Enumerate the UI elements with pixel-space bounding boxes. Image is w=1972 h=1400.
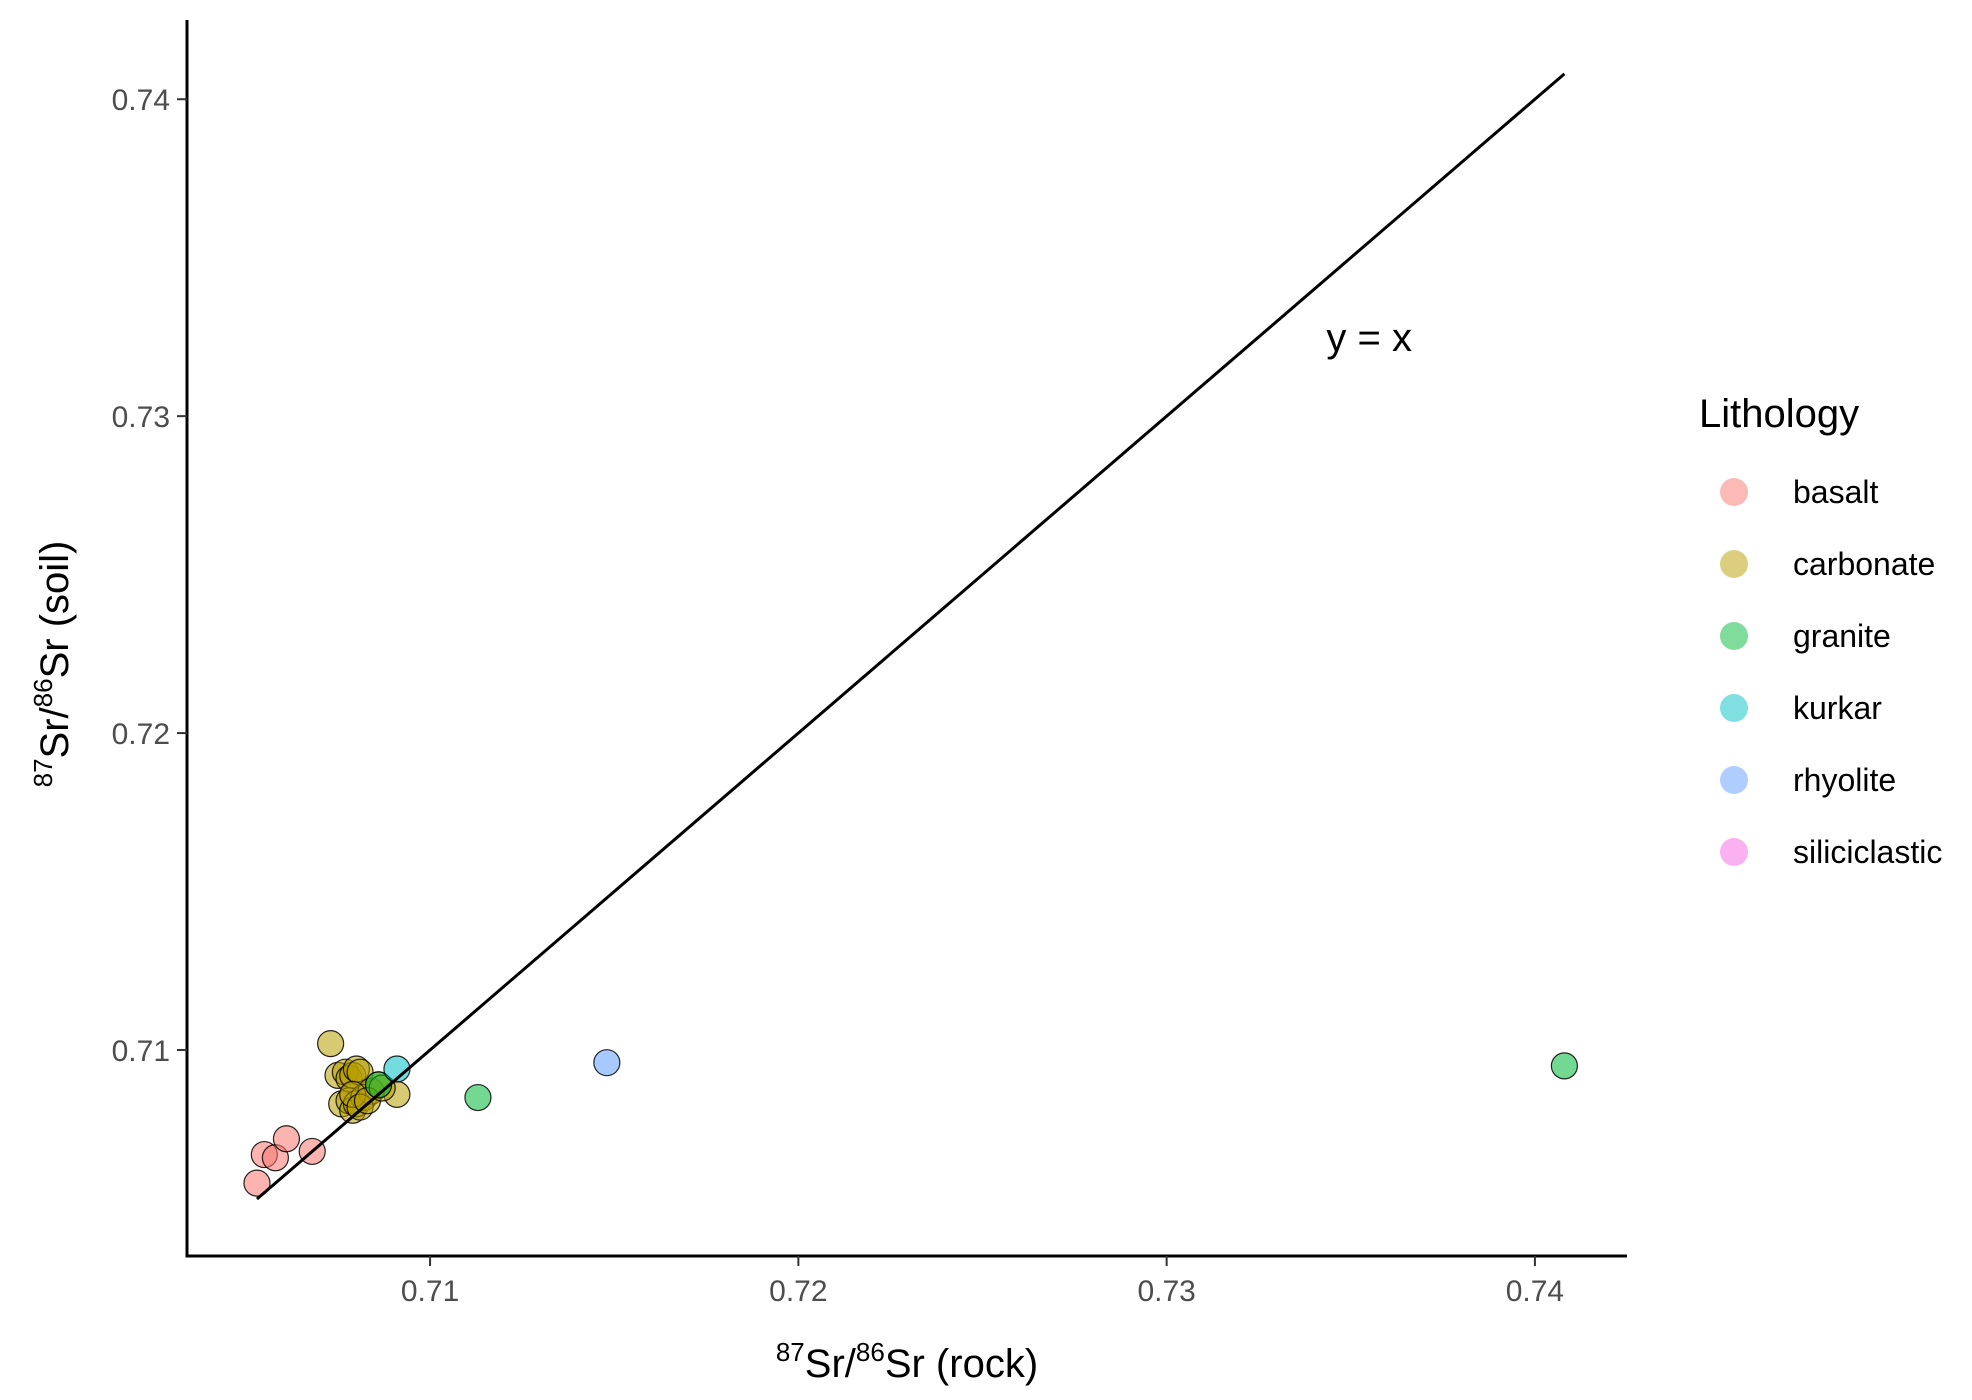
legend-key-rhyolite xyxy=(1720,766,1748,794)
legend-key-kurkar xyxy=(1720,694,1748,722)
point-basalt xyxy=(272,1125,301,1153)
legend-label-granite: granite xyxy=(1793,618,1891,654)
point-carbonate xyxy=(317,1030,345,1058)
x-axis-ticks: 0.71 0.72 0.73 0.74 xyxy=(401,1256,1564,1308)
x-tick-label: 0.74 xyxy=(1506,1275,1564,1308)
point-rhyolite xyxy=(593,1049,621,1077)
legend-label-kurkar: kurkar xyxy=(1793,690,1882,726)
point-granite xyxy=(1550,1052,1578,1080)
legend-key-basalt xyxy=(1720,478,1748,506)
x-axis-title: 87Sr/86Sr (rock) xyxy=(776,1337,1038,1386)
y-tick-label: 0.72 xyxy=(112,718,170,751)
x-tick-label: 0.72 xyxy=(769,1275,827,1308)
legend-label-siliciclastic: siliciclastic xyxy=(1793,834,1942,870)
y-axis-title: 87Sr/86Sr (soil) xyxy=(28,541,77,788)
y-tick-label: 0.74 xyxy=(112,84,170,117)
point-granite xyxy=(464,1083,492,1112)
identity-line-label: y = x xyxy=(1326,316,1412,360)
y-tick-label: 0.73 xyxy=(112,401,170,434)
y-axis-ticks: 0.71 0.72 0.73 0.74 xyxy=(112,84,187,1068)
y-tick-label: 0.71 xyxy=(112,1035,170,1068)
legend-items: basalt carbonate granite kurkar rhyolite sili… xyxy=(1720,474,1942,870)
legend-label-carbonate: carbonate xyxy=(1793,546,1935,582)
x-tick-label: 0.71 xyxy=(401,1275,459,1308)
legend-label-rhyolite: rhyolite xyxy=(1793,762,1896,798)
legend: Lithology basalt carbonate granite kurkar rh… xyxy=(1699,392,1942,870)
point-basalt xyxy=(243,1169,271,1197)
data-points xyxy=(243,1030,1578,1197)
identity-line xyxy=(255,72,1566,1201)
legend-key-granite xyxy=(1720,622,1748,650)
legend-key-carbonate xyxy=(1720,550,1748,578)
x-tick-label: 0.73 xyxy=(1137,1275,1195,1308)
legend-key-siliciclastic xyxy=(1720,838,1748,866)
legend-label-basalt: basalt xyxy=(1793,474,1879,510)
legend-title: Lithology xyxy=(1699,392,1859,436)
